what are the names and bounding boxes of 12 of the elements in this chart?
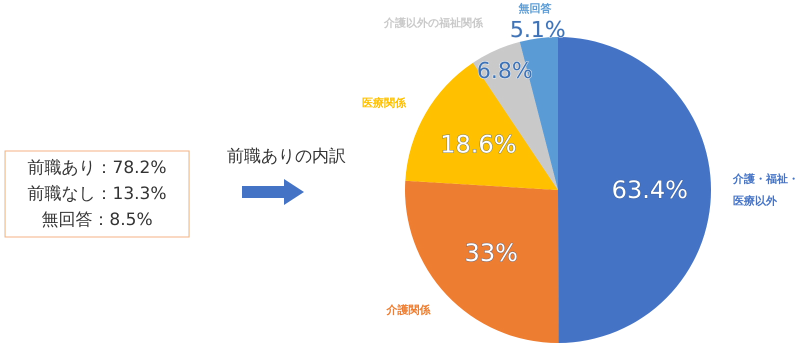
- text: 前職あり：78.2%: [27, 158, 167, 178]
- data-label: 5.1%: [510, 18, 566, 44]
- text: 前職ありの内訳: [227, 146, 346, 166]
- slice-label: 無回答: [517, 2, 552, 15]
- text: 無回答：8.5%: [41, 210, 153, 230]
- data-label: 18.6%: [440, 130, 517, 158]
- slice-label: 介護・福祉・医療以外: [732, 172, 799, 208]
- slice-label: 医療関係: [362, 96, 408, 110]
- data-label: 33%: [464, 238, 518, 267]
- slice-label: 介護関係: [386, 304, 432, 317]
- data-label: 63.4%: [612, 176, 688, 204]
- text: 前職なし：13.3%: [27, 184, 167, 204]
